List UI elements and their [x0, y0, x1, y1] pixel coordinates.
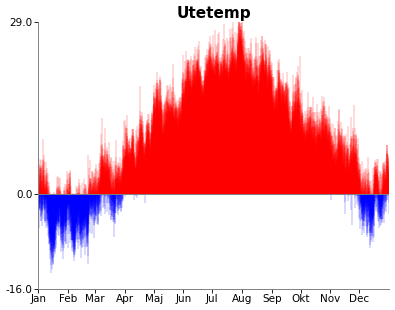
- Title: Utetemp: Utetemp: [177, 6, 251, 20]
